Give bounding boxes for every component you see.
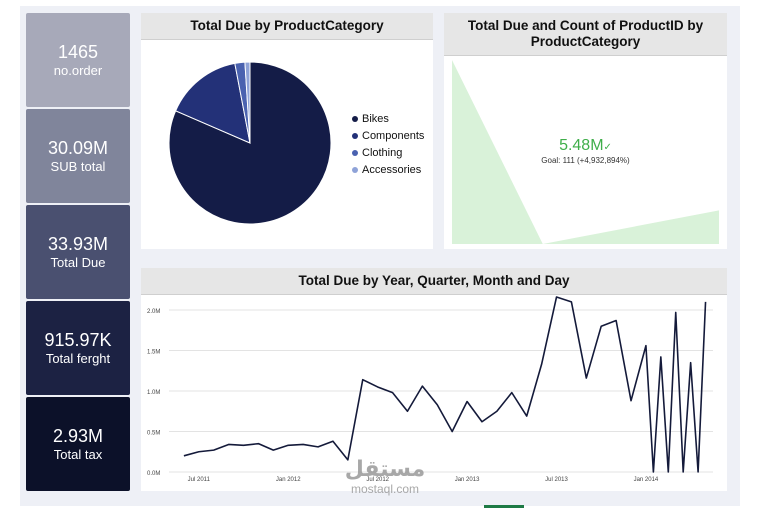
- legend-item-clothing[interactable]: Clothing: [352, 144, 424, 161]
- y-tick-label: 2.0M: [147, 309, 160, 315]
- kpi-value: 2.93M: [52, 426, 104, 446]
- kpi-value: 915.97K: [44, 330, 112, 350]
- pie-card-title: Total Due by ProductCategory: [141, 13, 433, 40]
- pie-slice-components[interactable]: [175, 62, 251, 144]
- y-tick-label: 1.0M: [147, 390, 160, 396]
- kpi-area-shape: [452, 60, 719, 244]
- kpi-area-goal: Goal: 111 (+4,932,894%): [541, 156, 630, 165]
- kpi-area-value: 5.48M✓: [444, 137, 727, 155]
- pie-legend: Bikes Components Clothing Accessories: [352, 110, 424, 178]
- pie-slice-accessories[interactable]: [244, 61, 251, 144]
- kpi-tile-total-due[interactable]: 33.93M Total Due: [26, 205, 130, 299]
- kpi-value: 33.93M: [47, 234, 109, 254]
- line-series-total-due[interactable]: [183, 296, 707, 473]
- legend-dot-icon: [352, 149, 358, 156]
- legend-dot-icon: [352, 115, 358, 122]
- x-tick-label: Jan 2012: [276, 477, 301, 483]
- legend-label: Clothing: [362, 146, 403, 159]
- kpi-label: Total ferght: [45, 351, 111, 366]
- watermark-arabic: مستقل: [344, 457, 426, 482]
- line-card-title: Total Due by Year, Quarter, Month and Da…: [141, 268, 727, 295]
- kpi-label: no.order: [53, 63, 103, 78]
- x-tick-label: Jul 2012: [366, 477, 389, 483]
- y-tick-label: 1.5M: [147, 350, 160, 356]
- watermark: مستقل mostaql.com: [330, 457, 440, 497]
- kpi-tile-total-ferght[interactable]: 915.97K Total ferght: [26, 301, 130, 395]
- sheet-tab-indicator[interactable]: [484, 505, 524, 508]
- kpi-label: Total tax: [53, 447, 103, 462]
- y-tick-label: 0.0M: [147, 471, 160, 477]
- kpi-tile-sub-total[interactable]: 30.09M SUB total: [26, 109, 130, 203]
- kpi-tile-total-tax[interactable]: 2.93M Total tax: [26, 397, 130, 491]
- legend-label: Bikes: [362, 112, 389, 125]
- legend-item-components[interactable]: Components: [352, 127, 424, 144]
- legend-label: Components: [362, 129, 425, 142]
- legend-dot-icon: [352, 166, 358, 173]
- watermark-latin: mostaql.com: [350, 482, 420, 496]
- kpi-area-card[interactable]: Total Due and Count of ProductID by Prod…: [444, 13, 727, 249]
- legend-dot-icon: [352, 132, 358, 139]
- legend-item-accessories[interactable]: Accessories: [352, 161, 424, 178]
- kpi-area-chart[interactable]: [444, 13, 727, 249]
- kpi-area-value-text: 5.48M: [559, 137, 604, 154]
- pie-card[interactable]: Total Due by ProductCategory Bikes Compon…: [141, 13, 433, 249]
- x-tick-label: Jan 2013: [455, 477, 480, 483]
- legend-label: Accessories: [362, 163, 422, 176]
- y-tick-label: 0.5M: [147, 431, 160, 437]
- line-card[interactable]: Total Due by Year, Quarter, Month and Da…: [141, 268, 727, 491]
- kpi-value: 1465: [57, 42, 99, 62]
- kpi-label: Total Due: [50, 255, 106, 270]
- x-tick-label: Jul 2013: [545, 477, 568, 483]
- kpi-tile-no-order[interactable]: 1465 no.order: [26, 13, 130, 107]
- kpi-value: 30.09M: [47, 138, 109, 158]
- line-chart[interactable]: 0.0M 0.5M 1.0M 1.5M 2.0M Jul 2011 Jan 2012 Jul …: [141, 268, 727, 491]
- check-icon: ✓: [603, 142, 612, 153]
- x-tick-label: Jul 2011: [188, 477, 211, 483]
- x-tick-label: Jan 2014: [634, 477, 659, 483]
- legend-item-bikes[interactable]: Bikes: [352, 110, 424, 127]
- kpi-label: SUB total: [50, 159, 106, 174]
- kpi-area-card-title: Total Due and Count of ProductID by Prod…: [444, 13, 727, 56]
- pie-chart[interactable]: [141, 13, 433, 249]
